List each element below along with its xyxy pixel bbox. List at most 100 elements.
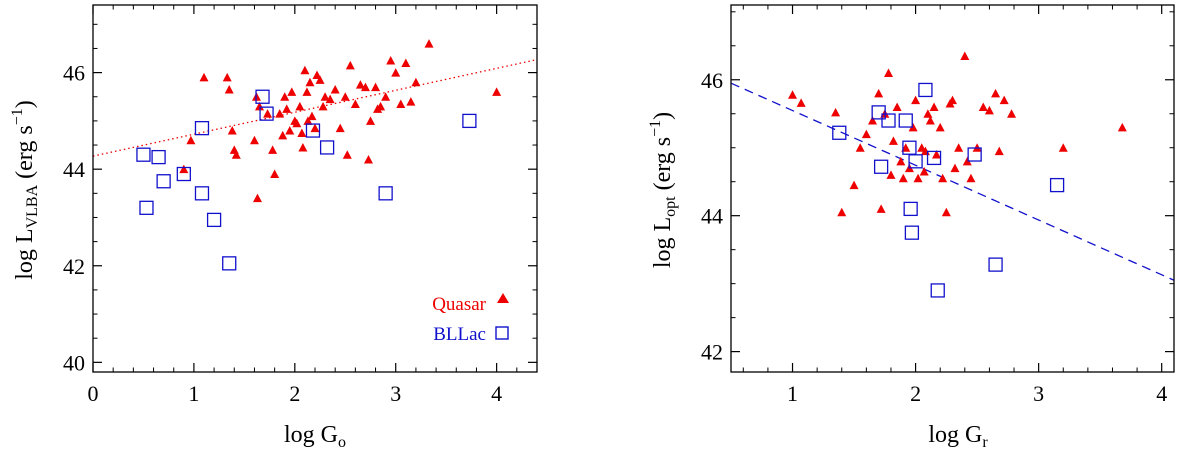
quasar-point (948, 95, 957, 105)
quasar-point (929, 102, 939, 111)
left-panel: 0 1 2 3 4 40 42 44 46 log Go log LVLBA (erg s−1)… (9, 4, 538, 451)
legend-label-bllac: BLLac (433, 324, 486, 345)
x-tick-label: 4 (1156, 381, 1167, 406)
x-tick-label: 3 (1033, 381, 1044, 406)
quasar-point (300, 65, 310, 75)
quasar-point (898, 173, 908, 183)
right-x-axis-title: log Gr (928, 422, 988, 450)
x-tick-label: 1 (188, 381, 199, 406)
legend-marker-bllac (495, 326, 509, 340)
quasar-point (994, 146, 1004, 156)
left-plot-frame (92, 4, 538, 373)
quasar-point (876, 204, 886, 213)
bllac-point (926, 150, 942, 166)
quasar-point (318, 101, 328, 111)
quasar-point (888, 136, 898, 145)
quasar-point (342, 150, 352, 159)
bllac-point (194, 186, 210, 201)
quasar-point (227, 126, 237, 135)
quasar-point (255, 101, 264, 111)
right-plot-marks (730, 51, 1175, 298)
bllac-point (930, 283, 945, 298)
bllac-point (898, 113, 913, 128)
x-tick-label: 0 (88, 381, 99, 406)
quasar-point (923, 109, 933, 118)
bllac-point (259, 106, 274, 121)
quasar-point (941, 207, 951, 217)
bllac-point (139, 200, 154, 215)
quasar-point (224, 85, 234, 94)
quasar-point (340, 92, 350, 101)
x-tick-label: 3 (390, 381, 401, 406)
left-ticks: 0 1 2 3 4 40 42 44 46 (63, 5, 538, 406)
quasar-point (222, 72, 232, 82)
quasar-point (1058, 143, 1068, 152)
bllac-point (378, 186, 393, 201)
quasar-point (984, 105, 994, 115)
quasar-point (376, 101, 386, 111)
quasar-point (935, 122, 945, 132)
y-tick-label: 44 (701, 204, 723, 229)
legend-label-quasar: Quasar (432, 294, 486, 315)
bllac-point (967, 147, 982, 162)
y-tick-label: 46 (701, 68, 723, 93)
quasar-point (285, 126, 295, 135)
bllac-point (462, 113, 477, 129)
quasar-point (292, 118, 302, 128)
quasar-point (492, 87, 502, 96)
bllac-point (136, 147, 151, 162)
quasar-point (287, 87, 297, 96)
quasar-point (355, 80, 365, 89)
y-tick-label: 46 (63, 61, 85, 86)
quasar-point (960, 51, 970, 60)
bllac-point (222, 256, 237, 271)
right-panel: 1 2 3 4 42 44 46 log Gr log Lopt (erg s−1) (647, 4, 1175, 451)
x-tick-label: 4 (491, 381, 502, 406)
bllac-point (176, 166, 191, 182)
quasar-point (371, 82, 381, 92)
quasar-point (307, 111, 317, 121)
quasar-point (855, 143, 865, 152)
quasar-point (381, 92, 391, 101)
bllac-point (305, 123, 321, 138)
y-tick-label: 42 (701, 340, 723, 365)
quasar-point (913, 173, 923, 183)
legend-marker-quasar (497, 293, 509, 303)
bllac-point (988, 257, 1003, 272)
legend: Quasar BLLac (432, 293, 509, 345)
bllac-point (832, 125, 847, 140)
quasar-point (320, 92, 330, 101)
quasar-point (966, 173, 976, 183)
bllac-point (871, 105, 886, 120)
x-tick-label: 2 (289, 381, 300, 406)
quasar-point (295, 101, 305, 111)
left-x-axis-title: log Go (284, 422, 346, 450)
quasar-point (179, 164, 189, 174)
quasar-point (186, 135, 196, 145)
bllac-point (206, 212, 222, 228)
bllac-point (194, 120, 210, 136)
quasar-point (270, 169, 280, 179)
quasar-point (874, 88, 884, 98)
quasar-point (335, 123, 345, 133)
quasar-point (849, 180, 859, 190)
quasar-point (315, 75, 325, 84)
quasar-point (911, 95, 921, 105)
quasar-point (252, 193, 262, 203)
right-plot-frame (730, 4, 1175, 373)
left-plot-marks (92, 39, 538, 271)
quasar-point (249, 135, 259, 145)
bllac-point (156, 174, 171, 189)
quasar-point (411, 77, 421, 87)
quasar-point (350, 99, 360, 108)
quasar-point (366, 116, 375, 125)
quasar-point (868, 116, 878, 125)
quasar-point (310, 123, 320, 133)
bllac-point (319, 140, 335, 155)
quasar-point (396, 99, 406, 108)
quasar-point (991, 88, 1001, 98)
right-y-axis-title: log Lopt (erg s−1) (647, 112, 679, 268)
quasar-point (231, 150, 241, 159)
x-tick-label: 1 (787, 381, 798, 406)
